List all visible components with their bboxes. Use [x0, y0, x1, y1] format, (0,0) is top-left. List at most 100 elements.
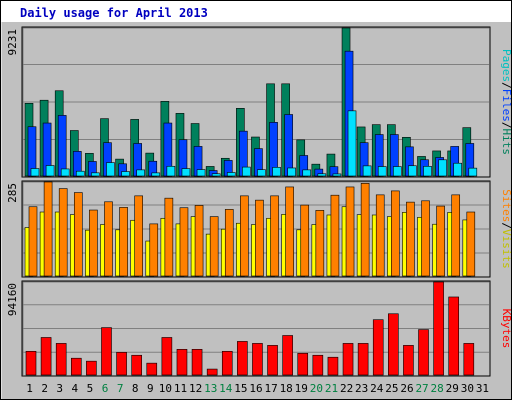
bar-pages	[106, 162, 115, 177]
bar-kbytes	[312, 354, 324, 376]
legend-top: Pages/Files/Hits	[500, 49, 512, 155]
bar-kbytes	[237, 341, 248, 376]
bar-sites	[406, 201, 415, 277]
bar-kbytes	[252, 343, 263, 376]
bar-kbytes	[433, 281, 444, 376]
day-label: 19	[295, 382, 308, 395]
bar-kbytes	[448, 296, 460, 376]
day-label: 20	[310, 382, 323, 395]
day-label: 30	[461, 382, 474, 395]
bar-pages	[60, 168, 70, 177]
bar-kbytes	[146, 362, 158, 376]
day-label: 25	[385, 382, 398, 395]
day-label: 17	[264, 382, 277, 395]
bar-sites	[73, 192, 83, 277]
legend-entry: Sites	[500, 189, 512, 222]
legend-bottom: KBytes	[500, 309, 512, 349]
bar-kbytes	[372, 319, 384, 376]
bar-kbytes	[463, 343, 475, 376]
bar-pages	[166, 165, 176, 177]
bar-sites	[179, 207, 189, 277]
legend-entry: Pages	[500, 49, 512, 82]
bar-sites	[119, 207, 128, 277]
day-label: 4	[72, 382, 79, 395]
bar-sites	[58, 188, 68, 277]
bar-sites	[300, 204, 310, 277]
day-label: 27	[415, 382, 428, 395]
day-label: 11	[174, 382, 187, 395]
day-label: 13	[204, 382, 217, 395]
day-label: 10	[159, 382, 172, 395]
bar-sites	[345, 186, 355, 277]
bar-sites	[375, 194, 385, 277]
bar-sites	[315, 210, 325, 277]
bar-files	[57, 115, 67, 177]
bar-sites	[466, 211, 476, 277]
max-label-middle: 285	[6, 183, 19, 203]
day-label: 16	[249, 382, 262, 395]
bar-sites	[209, 216, 219, 277]
bar-pages	[377, 166, 387, 177]
bar-pages	[257, 169, 266, 177]
bar-pages	[121, 171, 130, 177]
bar-pages	[347, 110, 357, 177]
title-bar	[0, 0, 512, 22]
bar-kbytes	[418, 329, 429, 376]
bar-kbytes	[161, 337, 173, 376]
bar-pages	[181, 168, 191, 177]
bar-kbytes	[176, 349, 188, 376]
day-label: 24	[370, 382, 384, 395]
bar-kbytes	[297, 352, 309, 376]
legend-entry: Files	[500, 89, 512, 122]
bar-sites	[149, 223, 159, 277]
legend-entry: Hits	[500, 129, 512, 156]
day-label: 22	[340, 382, 353, 395]
bar-pages	[272, 167, 281, 177]
bar-kbytes	[342, 343, 354, 376]
bar-kbytes	[327, 356, 339, 376]
bar-pages	[453, 162, 463, 177]
bar-pages	[151, 172, 161, 177]
bar-sites	[270, 195, 279, 277]
day-label: 15	[234, 382, 247, 395]
day-label: 26	[400, 382, 413, 395]
day-label: 31	[476, 382, 489, 395]
bar-sites	[285, 186, 294, 277]
bar-kbytes	[70, 357, 82, 376]
bar-pages	[287, 167, 296, 177]
day-label: 29	[446, 382, 459, 395]
bar-pages	[196, 169, 206, 177]
bar-sites	[224, 209, 234, 277]
bar-pages	[317, 173, 327, 177]
bar-pages	[408, 165, 417, 177]
bar-kbytes	[40, 337, 52, 376]
day-label: 6	[102, 382, 109, 395]
bar-pages	[302, 169, 312, 177]
bar-sites	[194, 205, 204, 277]
bar-sites	[104, 201, 113, 277]
bar-pages	[211, 173, 221, 177]
bar-pages	[136, 169, 145, 177]
bar-kbytes	[116, 351, 127, 376]
bar-pages	[423, 166, 432, 177]
day-label: 12	[189, 382, 202, 395]
bar-pages	[468, 167, 478, 177]
bar-sites	[134, 195, 143, 277]
bar-sites	[43, 181, 53, 277]
day-label: 23	[355, 382, 368, 395]
bar-sites	[421, 200, 430, 277]
legend-entry: /	[500, 122, 512, 129]
day-label: 3	[56, 382, 63, 395]
bar-kbytes	[388, 313, 399, 376]
bar-pages	[438, 159, 447, 177]
day-label: 14	[219, 382, 233, 395]
bar-pages	[30, 168, 40, 177]
bar-sites	[330, 194, 340, 277]
bar-kbytes	[191, 349, 203, 376]
legend-entry: Visits	[500, 229, 512, 269]
bar-sites	[164, 197, 174, 277]
bar-kbytes	[282, 335, 293, 376]
day-label: 9	[147, 382, 154, 395]
bar-kbytes	[206, 368, 218, 376]
